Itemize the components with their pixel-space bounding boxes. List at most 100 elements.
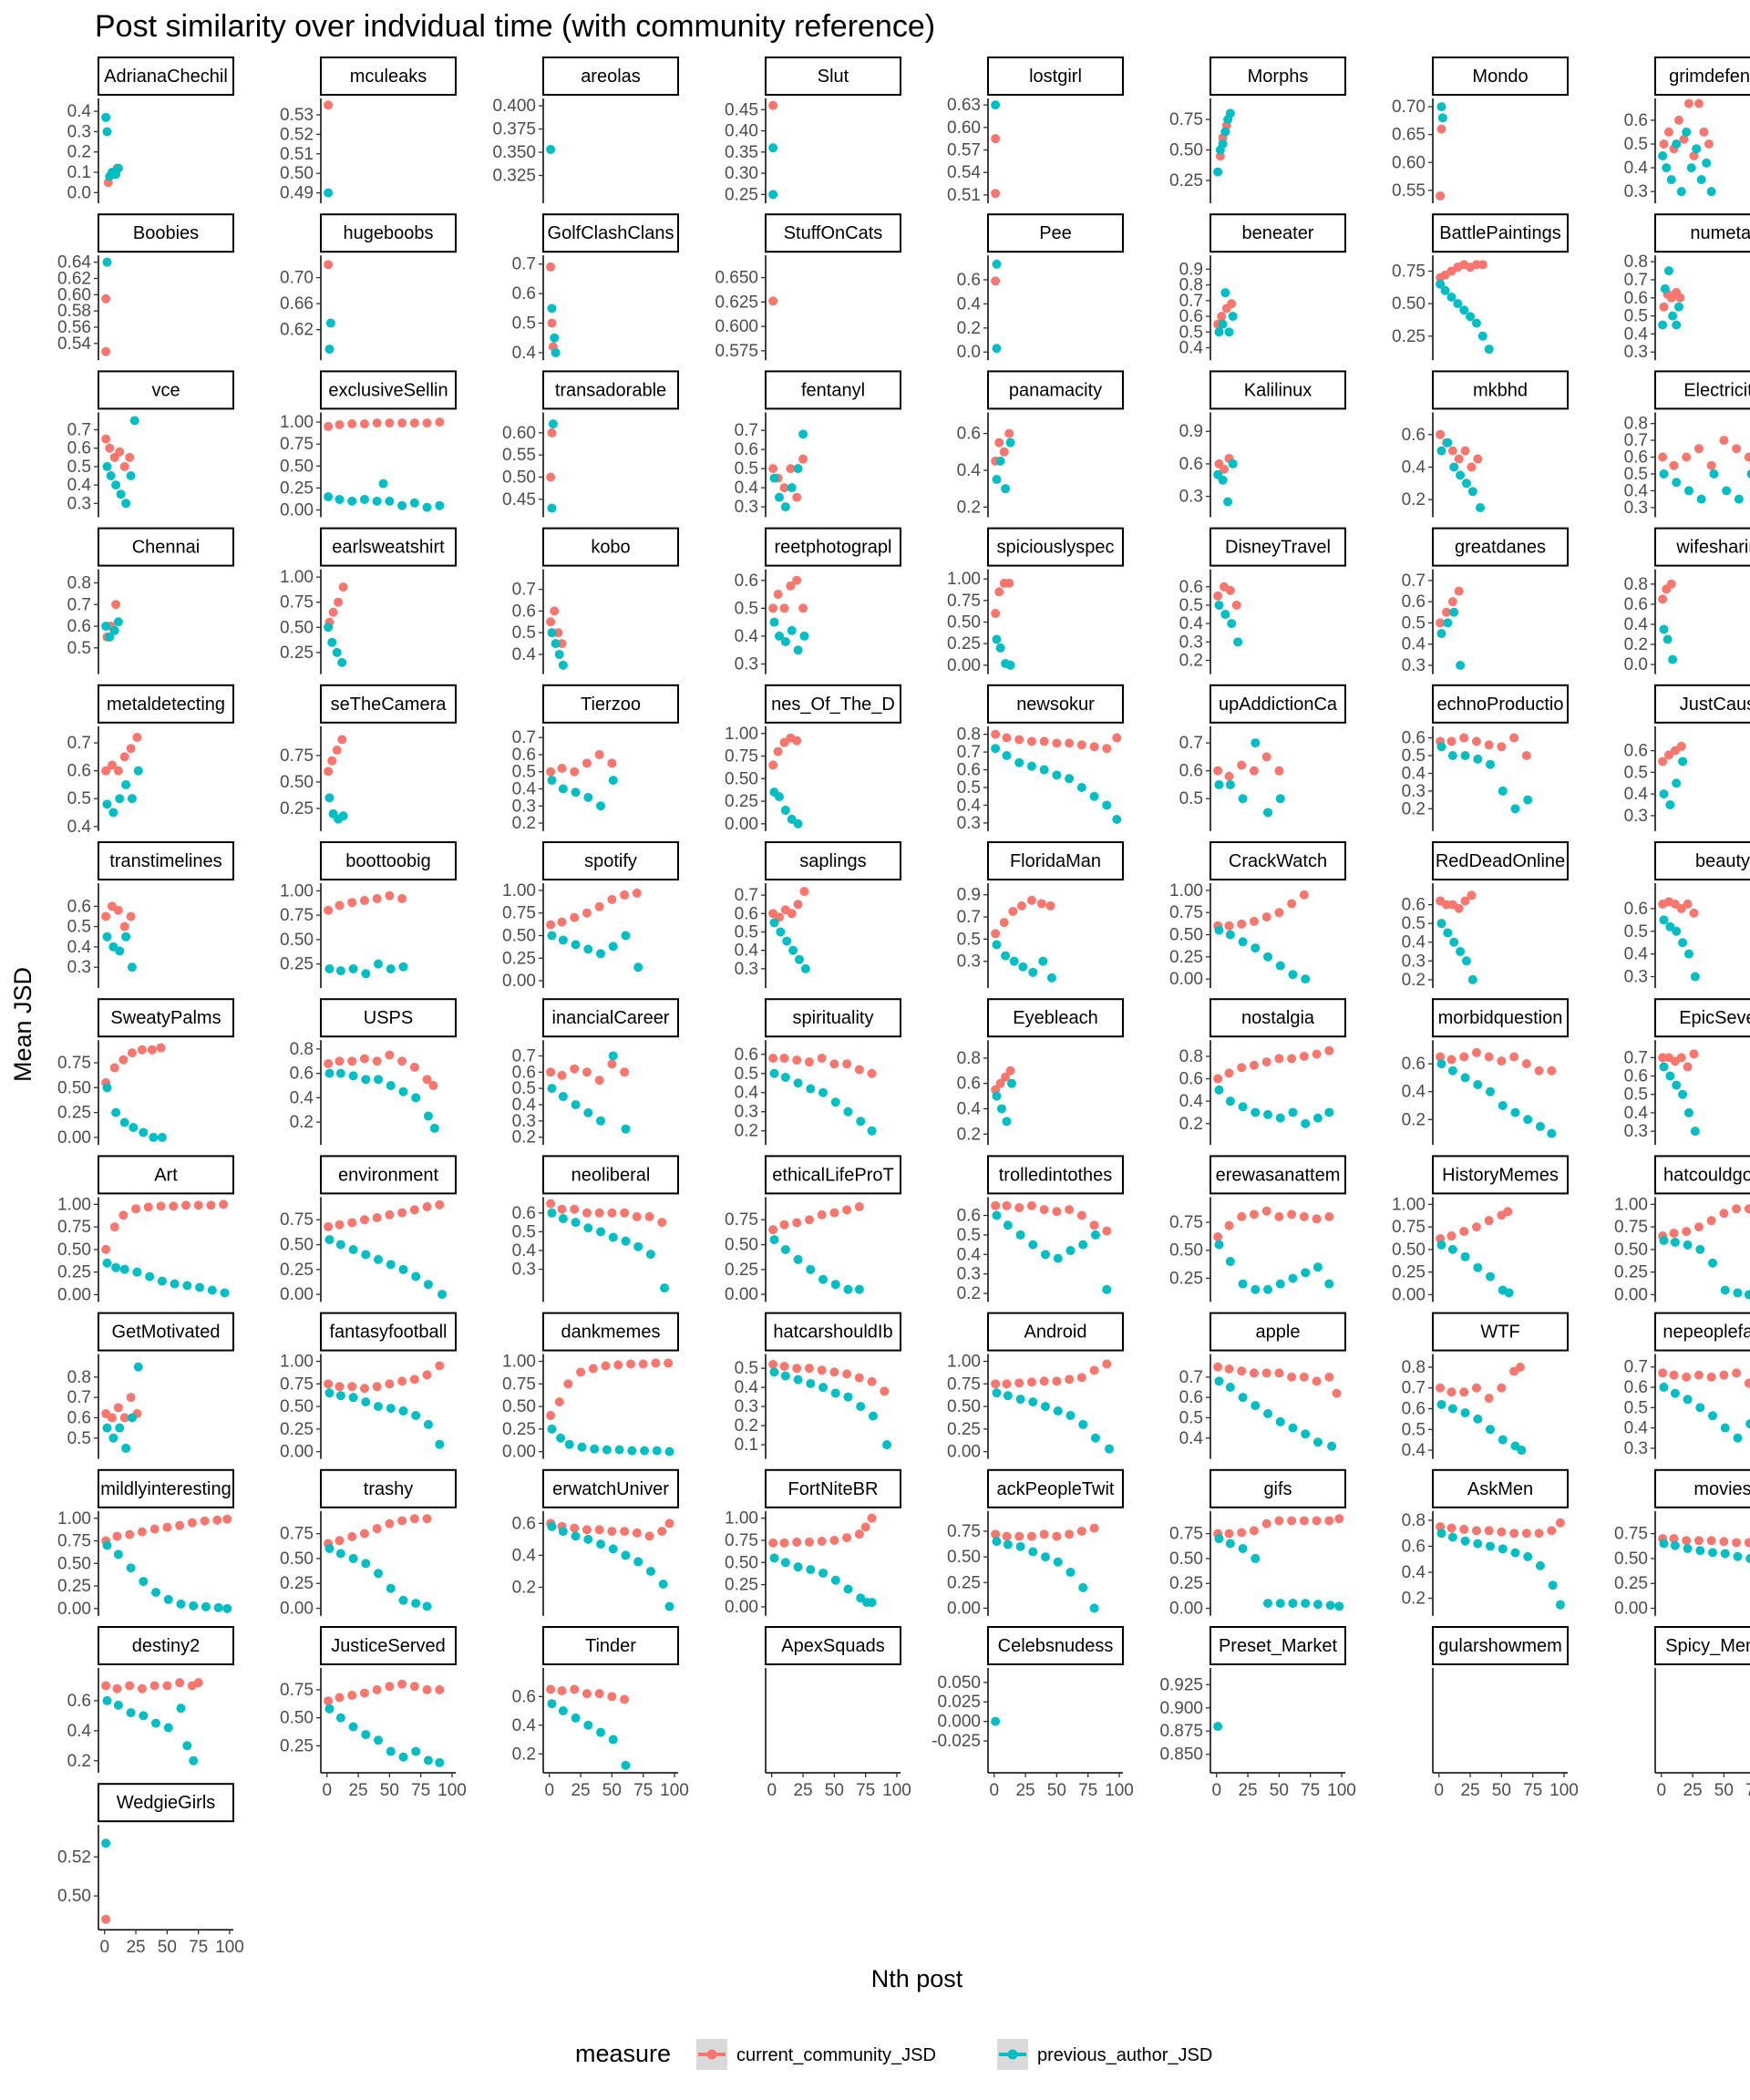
data-point xyxy=(101,434,111,444)
data-point xyxy=(435,1199,445,1210)
y-tick-label: 0.00 xyxy=(947,1443,981,1462)
data-point xyxy=(1454,903,1464,913)
series-current_community_JSD xyxy=(1658,1368,1750,1388)
data-point xyxy=(1003,1539,1013,1549)
data-point xyxy=(101,112,111,122)
data-point xyxy=(1486,759,1496,769)
data-point xyxy=(817,1053,827,1063)
series-current_community_JSD xyxy=(1659,287,1685,312)
data-point xyxy=(422,502,432,512)
data-point xyxy=(799,631,809,641)
data-point xyxy=(1299,1211,1309,1221)
y-tick-label: 0.6 xyxy=(67,439,91,458)
data-point xyxy=(1523,1115,1533,1125)
data-point xyxy=(547,1084,557,1094)
series-previous_author_JSD xyxy=(768,143,778,200)
data-point xyxy=(570,912,580,922)
series-previous_author_JSD xyxy=(324,1544,432,1611)
facet-strip-label: lostgirl xyxy=(1029,67,1082,87)
data-point xyxy=(1510,804,1520,814)
y-tick-label: 0.2 xyxy=(290,1113,314,1132)
y-tick-label: 0.2 xyxy=(957,1284,981,1303)
data-point xyxy=(113,766,123,776)
series-current_community_JSD xyxy=(991,578,1014,619)
data-point xyxy=(1521,1059,1531,1069)
series-previous_author_JSD xyxy=(991,100,1001,110)
x-tick-label: 100 xyxy=(660,1781,689,1800)
series-current_community_JSD xyxy=(324,890,407,915)
data-point xyxy=(792,1537,802,1547)
data-point xyxy=(1076,1526,1086,1536)
data-point xyxy=(843,1584,853,1594)
series-current_community_JSD xyxy=(546,1684,630,1704)
y-tick-label: 0.3 xyxy=(1624,343,1648,362)
data-point xyxy=(547,318,557,328)
data-point xyxy=(1665,1071,1675,1081)
data-point xyxy=(798,603,808,613)
y-tick-label: 0.75 xyxy=(280,906,314,925)
y-tick-label: 0.25 xyxy=(1169,1574,1203,1593)
y-tick-label: 0.4 xyxy=(735,942,759,961)
data-point xyxy=(328,607,338,617)
data-point xyxy=(880,1386,890,1396)
y-tick-label: 0.25 xyxy=(1614,1263,1648,1282)
data-point xyxy=(1673,302,1683,312)
y-tick-label: 0.50 xyxy=(1392,294,1426,314)
data-point xyxy=(1228,312,1238,322)
y-tick-label: 0.4 xyxy=(735,479,759,498)
data-point xyxy=(590,1444,600,1454)
data-point xyxy=(1038,956,1048,966)
y-tick-label: 0.6 xyxy=(1624,742,1648,761)
data-point xyxy=(854,1373,864,1383)
facet-strip-label: fentanyl xyxy=(801,380,865,400)
facet-strip xyxy=(320,57,457,96)
data-point xyxy=(1218,139,1228,149)
facet-strip xyxy=(320,370,457,410)
data-point xyxy=(1275,961,1285,971)
series-previous_author_JSD xyxy=(1436,1059,1557,1138)
y-tick-label: 0.6 xyxy=(1402,1537,1426,1556)
y-tick-label: 0.50 xyxy=(1169,1241,1203,1261)
data-point xyxy=(547,503,557,513)
series-current_community_JSD xyxy=(101,1514,232,1546)
data-point xyxy=(1028,1240,1038,1250)
facet-strip-label: Electricity xyxy=(1683,380,1750,400)
series-current_community_JSD xyxy=(1213,582,1241,610)
data-point xyxy=(1214,779,1224,789)
data-point xyxy=(608,1232,618,1242)
data-point xyxy=(621,1236,631,1246)
data-point xyxy=(1486,1086,1496,1096)
data-point xyxy=(621,1760,631,1770)
data-point xyxy=(111,1262,121,1272)
series-current_community_JSD xyxy=(1436,1362,1525,1404)
y-tick-label: 0.5 xyxy=(1624,763,1648,782)
x-tick-label: 0 xyxy=(767,1781,777,1800)
data-point xyxy=(1324,1045,1334,1055)
data-point xyxy=(1263,952,1273,962)
data-point xyxy=(129,416,139,426)
series-current_community_JSD xyxy=(1658,741,1686,767)
facet-strip xyxy=(1432,1312,1569,1352)
facet-strip xyxy=(987,841,1124,880)
data-point xyxy=(1251,738,1261,748)
facet-strip-label: BattlePaintings xyxy=(1439,223,1560,243)
y-tick-label: 1.00 xyxy=(280,413,314,432)
data-point xyxy=(1459,1227,1469,1237)
data-point xyxy=(1672,139,1682,149)
x-tick-label: 100 xyxy=(1549,1781,1579,1800)
data-point xyxy=(1699,127,1709,137)
series-current_community_JSD xyxy=(768,296,778,306)
data-point xyxy=(842,1369,852,1379)
data-point xyxy=(1261,1206,1271,1216)
data-point xyxy=(1287,899,1297,909)
data-point xyxy=(1312,1437,1323,1447)
data-point xyxy=(994,438,1004,448)
series-previous_author_JSD xyxy=(324,318,335,355)
data-point xyxy=(1005,438,1015,448)
data-point xyxy=(1447,1065,1457,1076)
data-point xyxy=(372,1382,382,1392)
y-tick-label: 0.7 xyxy=(735,886,758,905)
facet-strip-label: Android xyxy=(1024,1323,1087,1343)
